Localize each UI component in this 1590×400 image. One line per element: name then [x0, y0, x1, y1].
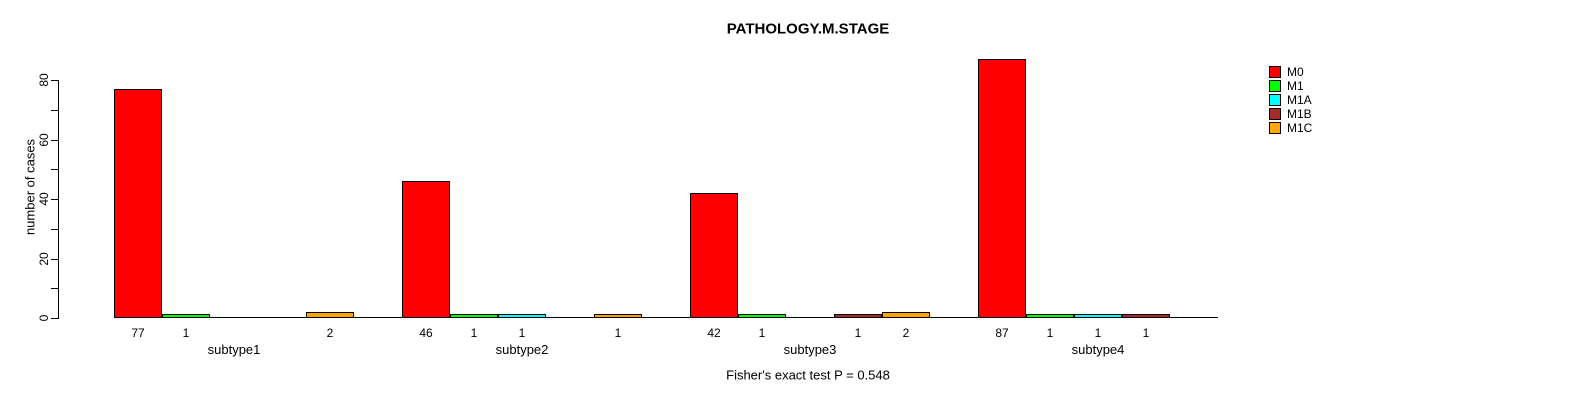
group-label-subtype1: subtype1: [207, 342, 261, 357]
bar-value-label: 1: [614, 326, 622, 340]
bar-value-label: 46: [419, 326, 433, 340]
bar-value-label: 1: [1142, 326, 1150, 340]
bar-value-label: 1: [854, 326, 862, 340]
y-axis-label: number of cases: [22, 138, 38, 236]
y-tick-mark: [51, 259, 58, 260]
y-tick-mark: [51, 199, 58, 200]
bar-value-label: 2: [326, 326, 334, 340]
bar-value-label: 42: [707, 326, 721, 340]
bar-value-label: 1: [182, 326, 190, 340]
bar-value-label: 77: [131, 326, 145, 340]
y-axis-line: [58, 80, 59, 319]
bar-value-label: 87: [995, 326, 1009, 340]
y-tick-label: 80: [37, 73, 51, 87]
legend-swatch-M1A: [1269, 94, 1281, 106]
y-tick-label: 20: [37, 252, 51, 266]
legend-swatch-M1B: [1269, 108, 1281, 120]
legend-label-M1B: M1B: [1287, 107, 1312, 121]
y-tick-mark: [51, 318, 58, 319]
y-tick-mark: [51, 140, 58, 141]
bar-value-label: 1: [1094, 326, 1102, 340]
group-label-subtype2: subtype2: [495, 342, 549, 357]
bar-M0-subtype3: [690, 193, 738, 318]
y-tick-mark: [51, 169, 58, 170]
y-tick-mark: [51, 80, 58, 81]
legend-label-M1C: M1C: [1287, 121, 1313, 135]
bar-value-label: 1: [518, 326, 526, 340]
bar-M0-subtype1: [114, 89, 162, 318]
y-tick-mark: [51, 110, 58, 111]
chart-title: PATHOLOGY.M.STAGE: [726, 20, 890, 38]
group-label-subtype4: subtype4: [1071, 342, 1125, 357]
bar-value-label: 1: [470, 326, 478, 340]
legend-label-M1A: M1A: [1287, 93, 1312, 107]
bar-value-label: 2: [902, 326, 910, 340]
y-tick-mark: [51, 229, 58, 230]
bar-M0-subtype2: [402, 181, 450, 318]
bar-M0-subtype4: [978, 59, 1026, 318]
x-baseline: [114, 317, 1218, 318]
legend-swatch-M1C: [1269, 122, 1281, 134]
fisher-caption: Fisher's exact test P = 0.548: [726, 367, 890, 383]
legend-label-M1: M1: [1287, 79, 1304, 93]
legend-label-M0: M0: [1287, 65, 1304, 79]
bar-value-label: 1: [1046, 326, 1054, 340]
group-label-subtype3: subtype3: [783, 342, 837, 357]
y-tick-label: 60: [37, 133, 51, 147]
legend-swatch-M1: [1269, 80, 1281, 92]
y-tick-label: 40: [37, 192, 51, 206]
y-tick-mark: [51, 288, 58, 289]
y-tick-label: 0: [37, 314, 51, 322]
legend-swatch-M0: [1269, 66, 1281, 78]
bar-value-label: 1: [758, 326, 766, 340]
